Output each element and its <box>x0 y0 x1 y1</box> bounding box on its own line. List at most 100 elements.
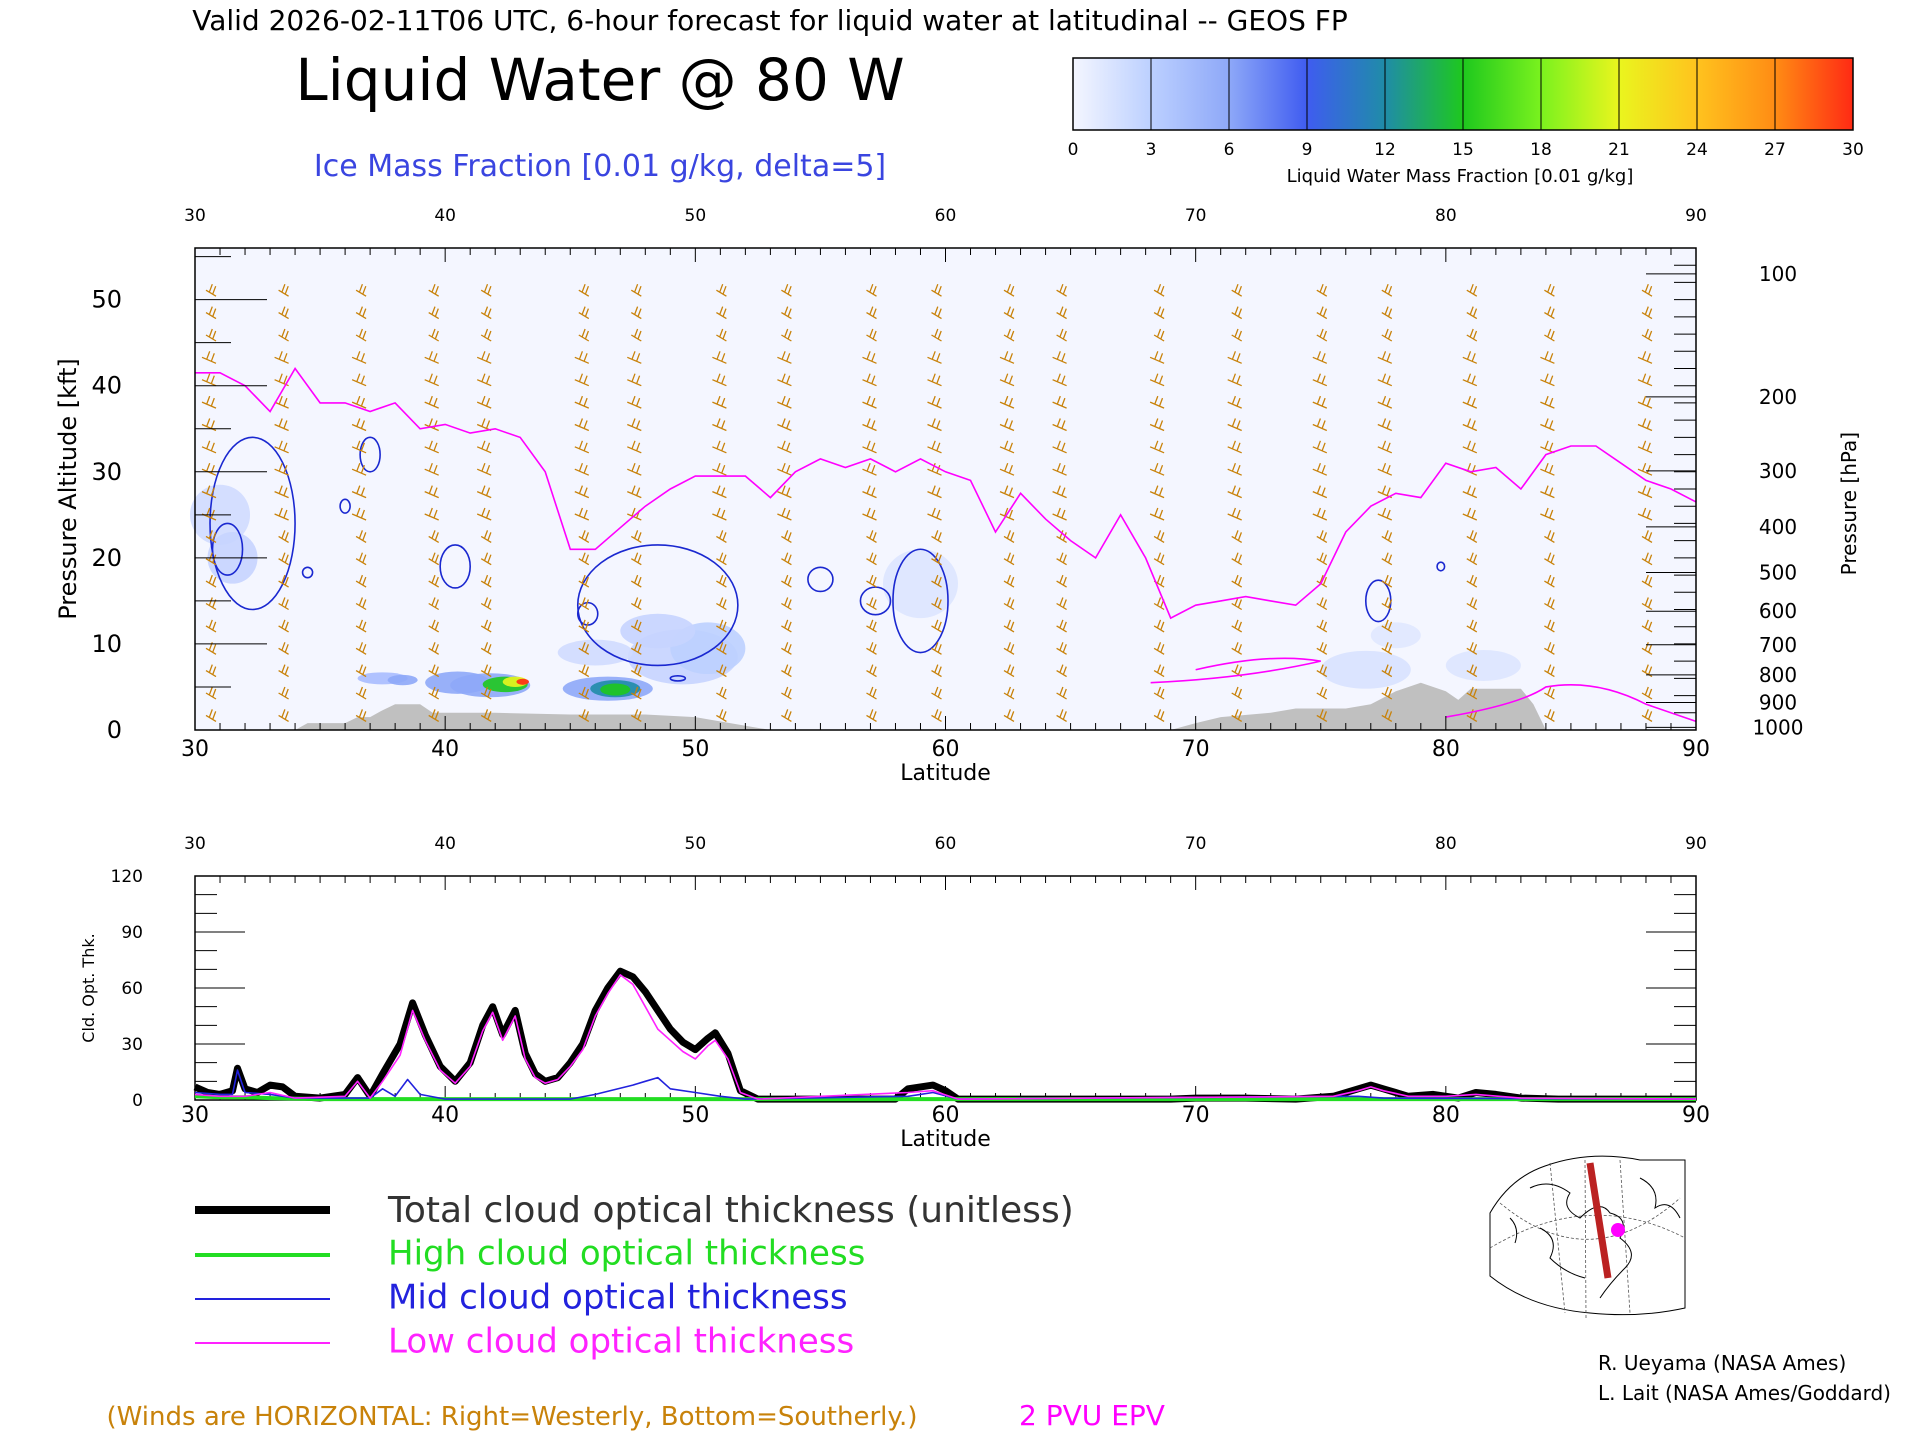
wind-barb <box>205 664 217 678</box>
wind-barb <box>931 709 942 722</box>
wind-barb <box>1231 574 1243 588</box>
wind-barb <box>205 574 217 588</box>
wind-barb <box>1540 507 1555 521</box>
wind-barb <box>630 328 642 342</box>
wind-barb <box>1377 418 1393 432</box>
wind-barb <box>781 574 792 588</box>
wind-barb <box>1466 664 1478 678</box>
wind-barb <box>480 686 492 700</box>
colorbar-tick-label: 27 <box>1764 140 1786 160</box>
wind-barb <box>355 574 367 588</box>
legend: Total cloud optical thickness (unitless)… <box>195 1190 1074 1362</box>
wind-barb <box>1153 306 1165 320</box>
wind-barb <box>781 642 792 655</box>
wind-barb <box>862 440 877 454</box>
wind-barb <box>1312 373 1328 387</box>
wind-barb <box>574 373 590 387</box>
wind-barb <box>630 552 642 566</box>
wind-barb <box>205 283 217 297</box>
wind-barb <box>627 440 642 454</box>
liquid-water-blob <box>1370 622 1421 649</box>
y-tick-label: 0 <box>132 1091 143 1111</box>
wind-barb <box>355 283 367 297</box>
wind-barb <box>578 709 590 722</box>
wind-barb <box>1540 462 1555 476</box>
x-tick-label: 90 <box>1682 737 1710 762</box>
top-tick-label: 70 <box>1185 834 1207 854</box>
wind-barb <box>1544 709 1555 722</box>
wind-barb <box>1316 709 1328 722</box>
wind-barb <box>1544 619 1555 633</box>
wind-barb <box>351 507 367 521</box>
wind-barb <box>630 664 642 678</box>
wind-barb <box>578 619 590 633</box>
wind-barb <box>627 395 642 409</box>
ice-contour <box>209 436 296 611</box>
top-tick-label: 60 <box>935 206 957 226</box>
pressure-tick-label: 600 <box>1759 599 1797 623</box>
wind-barb <box>351 395 367 409</box>
top-tick-label: 70 <box>1185 206 1207 226</box>
colorbar: 0 3 6 9 12 15 18 21 24 27 30 <box>1068 57 1864 160</box>
top-tick-label: 80 <box>1435 834 1457 854</box>
wind-barb <box>355 642 367 655</box>
wind-barb <box>428 552 440 566</box>
wind-barb <box>428 664 440 678</box>
wind-barb <box>1052 440 1067 454</box>
wind-barb <box>1544 328 1555 342</box>
wind-barb <box>1056 552 1067 566</box>
wind-barb <box>480 619 492 633</box>
wind-barb <box>355 552 367 566</box>
wind-barb <box>862 373 877 387</box>
wind-barb <box>274 395 289 409</box>
x-tick-label: 80 <box>1432 1103 1460 1128</box>
wind-barb <box>927 485 942 499</box>
wind-barb <box>1003 619 1015 633</box>
wind-barb <box>1466 306 1478 320</box>
top-tick-label: 30 <box>184 206 206 226</box>
wind-barb <box>627 373 642 387</box>
wind-barb <box>1149 418 1165 432</box>
wind-barb <box>1641 552 1653 566</box>
wind-barb <box>1312 507 1328 521</box>
wind-barb <box>1381 709 1393 722</box>
wind-barb <box>866 642 877 655</box>
wind-barb <box>630 709 642 722</box>
wind-barb <box>1466 597 1478 611</box>
wind-barb <box>627 351 642 364</box>
wind-barb <box>1231 709 1243 722</box>
ice-mass-label: Ice Mass Fraction [0.01 g/kg, delta=5] <box>314 149 886 184</box>
wind-barb <box>1312 440 1328 454</box>
wind-barb <box>1056 642 1067 655</box>
wind-barb <box>1153 619 1165 633</box>
wind-barb <box>712 440 727 454</box>
y-tick-label: 30 <box>121 1035 143 1055</box>
wind-barb <box>278 530 289 543</box>
x-tick-label: 50 <box>681 1103 709 1128</box>
wind-barb <box>578 642 590 655</box>
wind-barb <box>1153 283 1165 297</box>
wind-barb <box>1641 642 1653 655</box>
wind-barb <box>866 597 877 611</box>
wind-barb <box>1381 306 1393 320</box>
wind-barb <box>424 507 439 521</box>
wind-barb <box>1641 686 1653 700</box>
wind-barb <box>1381 530 1393 543</box>
wind-barb <box>1052 351 1067 364</box>
wind-barb <box>355 597 367 611</box>
wind-barb <box>1056 686 1067 700</box>
wind-barb <box>1641 664 1653 678</box>
wind-barb <box>927 462 942 476</box>
wind-barb <box>278 686 289 700</box>
liquid-water-blob <box>516 678 529 685</box>
wind-barb <box>574 418 590 432</box>
wind-barb <box>627 485 642 499</box>
wind-barb <box>1540 418 1555 432</box>
wind-barb <box>428 709 440 722</box>
series-low-line <box>194 974 1697 1100</box>
wind-barb <box>866 664 877 678</box>
wind-barb <box>1381 642 1393 655</box>
winds-note: (Winds are HORIZONTAL: Right=Westerly, B… <box>107 1402 918 1432</box>
wind-barb <box>274 351 289 364</box>
